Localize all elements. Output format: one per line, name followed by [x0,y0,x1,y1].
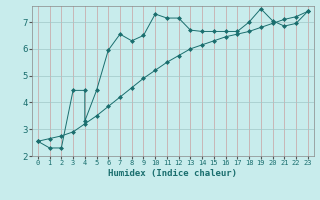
X-axis label: Humidex (Indice chaleur): Humidex (Indice chaleur) [108,169,237,178]
